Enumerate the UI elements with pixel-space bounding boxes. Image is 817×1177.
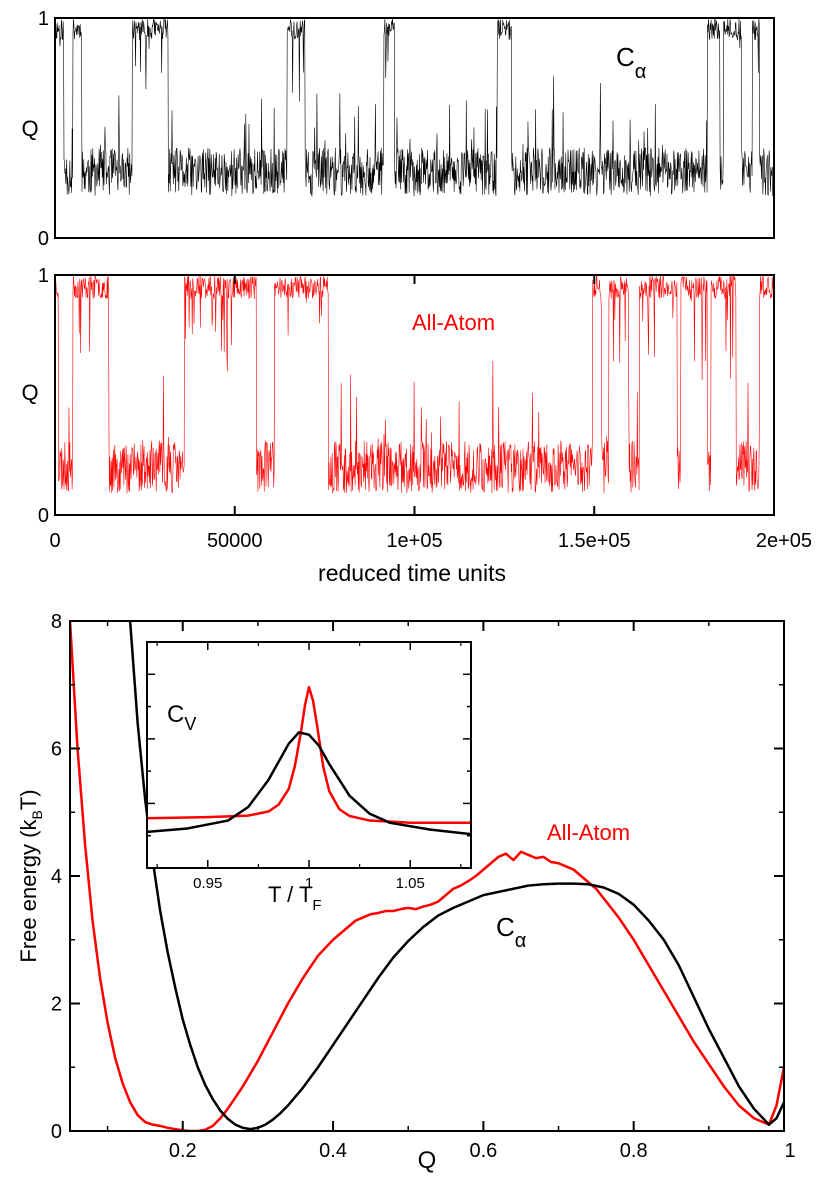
middle-x-tick-label: 50000 xyxy=(207,530,263,552)
free-energy-series-all-atom xyxy=(70,621,784,1131)
free-energy-y-tick-label: 6 xyxy=(51,739,62,761)
inset-y-ticks xyxy=(147,673,471,837)
inset-background xyxy=(147,642,471,868)
inset-series-c-alpha xyxy=(147,731,471,836)
middle-panel-label: All-Atom xyxy=(412,310,495,335)
middle-y-ticks: 01 xyxy=(38,265,774,527)
inset-x-label: T / TF xyxy=(268,882,322,914)
inset-curves xyxy=(147,685,471,836)
free-energy-y-tick-label: 0 xyxy=(51,1121,62,1143)
free-energy-x-tick-label: 0.4 xyxy=(319,1140,347,1162)
inset-x-tick-label: 1 xyxy=(305,875,313,892)
free-energy-y-tick-label: 4 xyxy=(51,866,62,888)
free-energy-y-tick-label: 2 xyxy=(51,994,62,1016)
top-y-tick-label: 1 xyxy=(38,8,49,30)
middle-y-tick-label: 0 xyxy=(38,505,49,527)
top-panel-frame xyxy=(54,17,775,239)
free-energy-y-tick-label: 8 xyxy=(51,611,62,633)
free-energy-x-tick-label: 0.8 xyxy=(620,1140,648,1162)
top-y-ticks: 01 xyxy=(38,8,774,250)
heat-capacity-inset: 0.95 1 1.05 CV T / TF xyxy=(146,641,472,914)
middle-x-tick-label: 0 xyxy=(49,530,60,552)
inset-series-all-atom xyxy=(147,685,471,825)
free-energy-x-axis-label: Q xyxy=(418,1147,437,1174)
middle-x-ticks: 0 50000 1e+05 1.5e+05 2e+05 xyxy=(49,275,812,552)
free-energy-x-tick-label: 1 xyxy=(784,1140,795,1162)
middle-x-tick-label: 2e+05 xyxy=(756,530,812,552)
free-energy-y-ticks: 0 2 4 6 8 xyxy=(51,611,784,1143)
middle-trajectory-trace xyxy=(55,275,774,494)
middle-y-axis-label: Q xyxy=(21,380,38,405)
free-energy-curves xyxy=(70,621,784,1131)
middle-x-axis-label: reduced time units xyxy=(318,560,506,586)
free-energy-y-axis-label: Free energy (kBT) xyxy=(16,789,45,962)
middle-trajectory-line xyxy=(55,275,774,494)
inset-x-tick-label: 1.05 xyxy=(396,875,425,892)
top-panel-label: Cα xyxy=(616,42,646,83)
top-y-tick-label: 0 xyxy=(38,228,49,250)
inset-x-tick-label: 0.95 xyxy=(193,875,222,892)
middle-trajectory-panel: 01 0 50000 1e+05 1.5e+05 2e+05 Q All-Atom re… xyxy=(21,265,812,586)
free-energy-x-ticks: 0.2 0.4 0.6 0.8 1 xyxy=(106,621,796,1162)
inset-y-label: CV xyxy=(167,701,196,734)
top-trajectory-panel: 01 Q Cα xyxy=(21,8,775,250)
top-y-axis-label: Q xyxy=(21,116,38,141)
free-energy-x-tick-label: 0.2 xyxy=(169,1140,197,1162)
all-atom-curve-label: All-Atom xyxy=(547,820,630,845)
c-alpha-curve-label: Cα xyxy=(496,912,526,952)
inset-x-ticks: 0.95 1 1.05 xyxy=(156,642,462,892)
middle-y-tick-label: 1 xyxy=(38,265,49,287)
middle-x-tick-label: 1e+05 xyxy=(386,530,442,552)
free-energy-series-c-alpha xyxy=(128,621,784,1131)
free-energy-x-tick-label: 0.6 xyxy=(469,1140,497,1162)
top-trajectory-line xyxy=(55,18,774,197)
middle-x-tick-label: 1.5e+05 xyxy=(558,530,631,552)
top-trajectory-trace xyxy=(55,18,774,197)
